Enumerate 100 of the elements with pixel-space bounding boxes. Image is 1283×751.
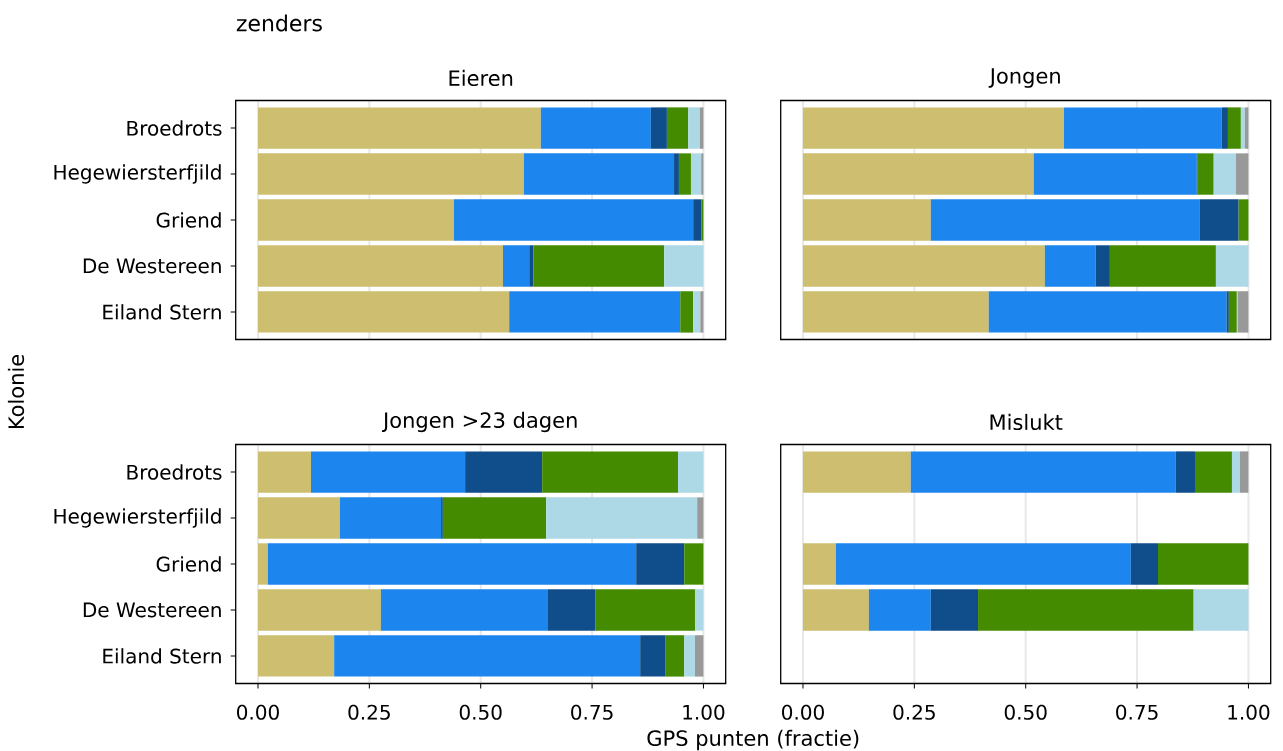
bar — [678, 451, 704, 493]
bar — [802, 153, 1034, 195]
bar — [1044, 245, 1096, 287]
bar — [688, 107, 700, 149]
x-tick-label: 0.00 — [237, 704, 279, 720]
y-tick-label: Griend — [156, 556, 221, 572]
bar — [697, 497, 704, 539]
bar — [802, 451, 911, 493]
bar — [640, 635, 666, 677]
bar — [1235, 153, 1249, 195]
chart-title: zenders — [236, 14, 322, 32]
x-tick-label: 0.50 — [1004, 704, 1047, 720]
bar — [1109, 245, 1216, 287]
bar — [595, 589, 695, 631]
bar — [1228, 291, 1237, 333]
bar — [684, 635, 695, 677]
bar — [257, 291, 510, 333]
x-axis-title: GPS punten (fractie) — [647, 729, 859, 751]
bar — [665, 635, 685, 677]
bar — [1215, 245, 1249, 287]
bar — [978, 589, 1194, 631]
bar — [257, 199, 454, 241]
bar — [1221, 107, 1228, 149]
bar — [694, 635, 704, 677]
bar — [684, 543, 704, 585]
bar — [442, 497, 547, 539]
y-tick-label: De Westereen — [83, 602, 221, 618]
bar — [693, 199, 702, 241]
chart-subtitle: Eieren — [449, 69, 513, 87]
x-tick-label: 0.25 — [893, 704, 935, 720]
bar — [380, 589, 548, 631]
bar — [802, 291, 989, 333]
bar — [1130, 543, 1158, 585]
bar — [523, 153, 675, 195]
bar — [1193, 589, 1249, 631]
chart-subtitle: Jongen — [988, 68, 1060, 88]
bar — [674, 153, 679, 195]
x-tick-label: 1.00 — [683, 704, 725, 720]
bar — [257, 245, 503, 287]
x-tick-label: 0.00 — [782, 704, 824, 720]
bar — [1064, 107, 1222, 149]
bar — [465, 451, 543, 493]
bar — [257, 451, 311, 493]
y-tick-label: Hegewiersterfjild — [54, 164, 221, 184]
bar — [1240, 107, 1245, 149]
y-tick-label: Broedrots — [127, 464, 222, 480]
bar — [666, 107, 689, 149]
x-tick-label: 0.75 — [571, 704, 613, 720]
bar — [664, 245, 704, 287]
bar — [650, 107, 667, 149]
bar — [339, 497, 442, 539]
bar — [802, 199, 931, 241]
bar — [701, 153, 704, 195]
bar — [257, 153, 524, 195]
chart-subtitle: Mislukt — [990, 413, 1063, 431]
bar — [1175, 451, 1195, 493]
bar — [802, 107, 1065, 149]
bar — [1238, 199, 1249, 241]
bar — [453, 199, 694, 241]
x-tick-label: 1.00 — [1228, 704, 1270, 720]
x-tick-label: 0.50 — [459, 704, 502, 720]
bar — [1231, 451, 1240, 493]
bar — [257, 497, 340, 539]
bar — [693, 291, 701, 333]
bar — [690, 153, 702, 195]
bar — [547, 589, 596, 631]
bar — [502, 245, 530, 287]
y-tick-label: Eiland Stern — [103, 648, 221, 664]
y-tick-label: Broedrots — [127, 120, 222, 136]
bar — [802, 245, 1045, 287]
bar — [701, 199, 704, 241]
bar — [1227, 107, 1241, 149]
bar — [680, 291, 694, 333]
bar — [1158, 543, 1249, 585]
bar — [257, 107, 541, 149]
chart-subtitle: Jongen >23 dagen — [381, 411, 577, 433]
bar — [509, 291, 681, 333]
bar — [334, 635, 641, 677]
bar — [546, 497, 698, 539]
bar — [930, 589, 979, 631]
bar — [1033, 153, 1197, 195]
bar — [257, 543, 268, 585]
bar — [1239, 451, 1249, 493]
bar — [542, 451, 679, 493]
x-tick-label: 0.25 — [348, 704, 390, 720]
bar — [988, 291, 1227, 333]
y-tick-label: Eiland Stern — [103, 304, 221, 320]
bar — [1199, 199, 1239, 241]
bar — [910, 451, 1176, 493]
bar — [533, 245, 665, 287]
bar — [802, 589, 869, 631]
bar — [1213, 153, 1236, 195]
y-tick-label: Hegewiersterfjild — [54, 508, 221, 528]
bar — [540, 107, 651, 149]
bar — [868, 589, 931, 631]
bar — [1226, 291, 1229, 333]
x-tick-label: 0.75 — [1116, 704, 1158, 720]
bar — [636, 543, 685, 585]
bar — [1237, 291, 1249, 333]
bar — [678, 153, 691, 195]
